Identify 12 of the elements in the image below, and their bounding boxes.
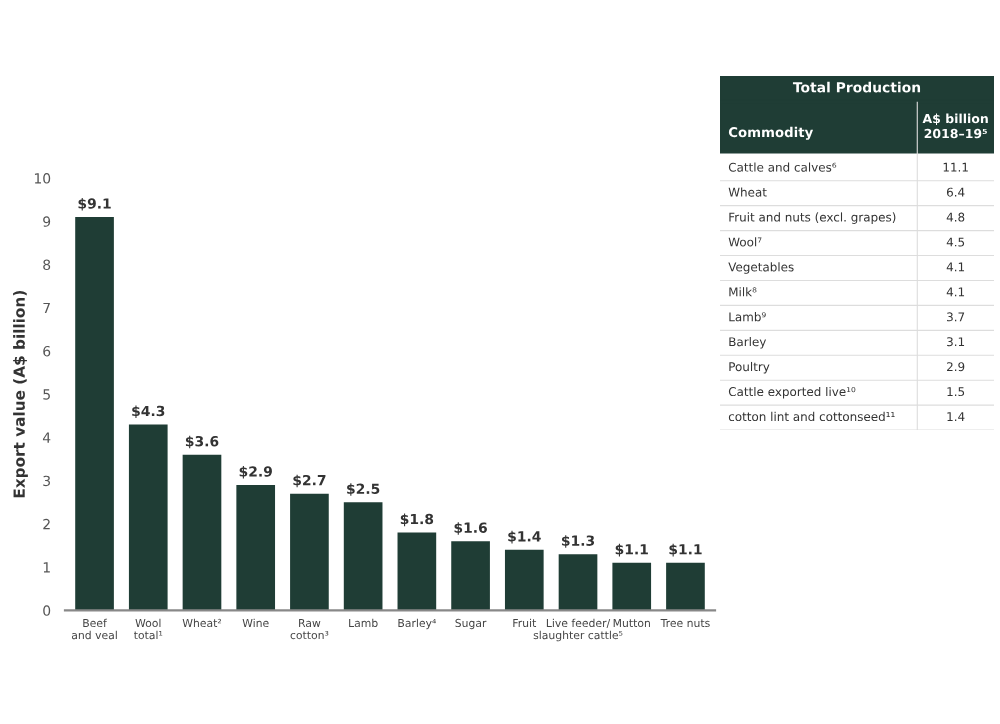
bar — [666, 562, 705, 611]
bar — [128, 424, 168, 611]
bar — [290, 493, 329, 611]
bar — [397, 532, 437, 611]
bar — [451, 541, 490, 611]
bar — [75, 217, 114, 611]
bar — [343, 502, 383, 611]
bar — [182, 454, 222, 611]
bar — [558, 554, 598, 611]
bar — [504, 549, 544, 611]
bar — [236, 484, 276, 611]
bar — [612, 562, 652, 611]
